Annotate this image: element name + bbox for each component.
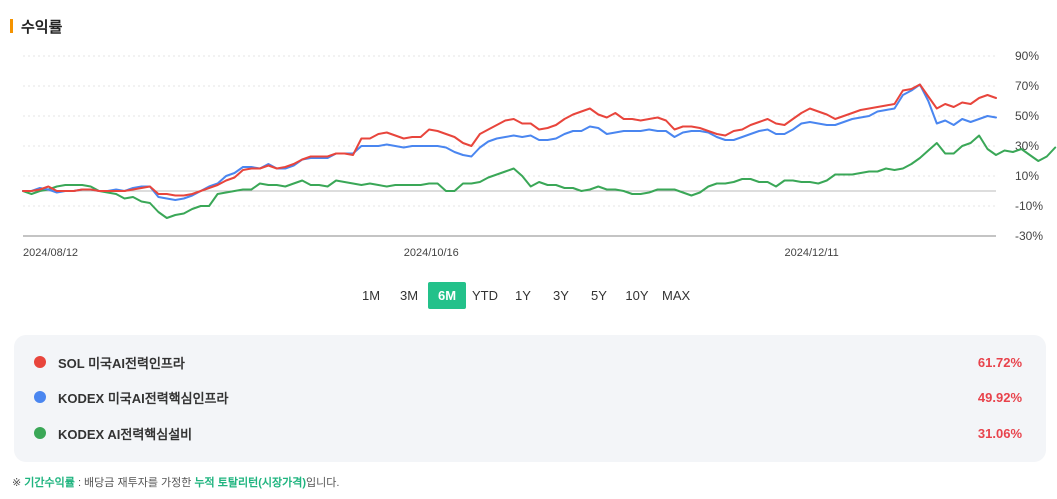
y-tick-label: 90% [1015, 49, 1039, 63]
legend-name: SOL 미국AI전력인프라 [58, 355, 185, 371]
series-line-0 [22, 83, 997, 197]
legend-dot-icon [34, 427, 46, 439]
footnote-term: 기간수익률 [24, 477, 75, 489]
legend-row: SOL 미국AI전력인프라 61.72% [14, 352, 1046, 372]
footnote-mark: ※ [12, 477, 25, 489]
period-button-10y[interactable]: 10Y [625, 288, 649, 303]
footnote: ※ 기간수익률 : 배당금 재투자를 가정한 누적 토탈리턴(시장가격)입니다. [12, 474, 339, 490]
legend-value: 61.72% [977, 354, 1022, 370]
y-tick-label: 70% [1015, 79, 1039, 93]
period-button-1y[interactable]: 1Y [515, 288, 531, 303]
legend-value: 31.06% [977, 425, 1022, 441]
legend-dot-icon [34, 356, 46, 368]
period-button-5y[interactable]: 5Y [591, 288, 607, 303]
footnote-text: : 배당금 재투자를 가정한 [74, 477, 195, 489]
y-tick-label: -30% [1015, 229, 1043, 243]
y-tick-label: 10% [1015, 169, 1039, 183]
x-tick-label: 2024/10/16 [404, 247, 459, 259]
legend-panel: SOL 미국AI전력인프라 61.72% KODEX 미국AI전력핵심인프라 49.9… [14, 335, 1046, 462]
period-button-max[interactable]: MAX [662, 288, 691, 303]
period-button-6m[interactable]: 6M [428, 282, 466, 309]
period-button-ytd[interactable]: YTD [472, 288, 498, 303]
return-line-chart: 90%70%50%30%10%-10%-30%2024/08/12 2024/10… [22, 49, 1057, 259]
x-tick-label: 2024/12/11 [784, 247, 838, 259]
legend-row: KODEX AI전력핵심설비 31.06% [14, 423, 1046, 443]
x-tick-label: 2024/08/12 [23, 247, 78, 259]
legend-value: 49.92% [977, 389, 1022, 405]
title-accent-bar [10, 19, 13, 33]
period-button-1m[interactable]: 1M [361, 288, 381, 303]
footnote-suffix: 입니다. [306, 477, 340, 489]
period-button-3y[interactable]: 3Y [553, 288, 569, 303]
period-button-3m[interactable]: 3M [399, 288, 419, 303]
legend-name: KODEX 미국AI전력핵심인프라 [58, 390, 229, 406]
period-selector: 1M 3M 6M YTD 1Y 3Y 5Y 10Y MAX [352, 282, 696, 309]
series-line-1 [22, 83, 997, 201]
series-line-2 [22, 134, 1057, 219]
legend-name: KODEX AI전력핵심설비 [58, 426, 193, 442]
footnote-term2: 누적 토탈리턴(시장가격) [194, 477, 307, 489]
y-tick-label: 50% [1015, 109, 1039, 123]
section-title: 수익률 [21, 18, 63, 36]
y-tick-label: -10% [1015, 199, 1043, 213]
section-header: 수익률 [10, 16, 62, 36]
legend-dot-icon [34, 391, 46, 403]
legend-row: KODEX 미국AI전력핵심인프라 49.92% [14, 387, 1046, 407]
